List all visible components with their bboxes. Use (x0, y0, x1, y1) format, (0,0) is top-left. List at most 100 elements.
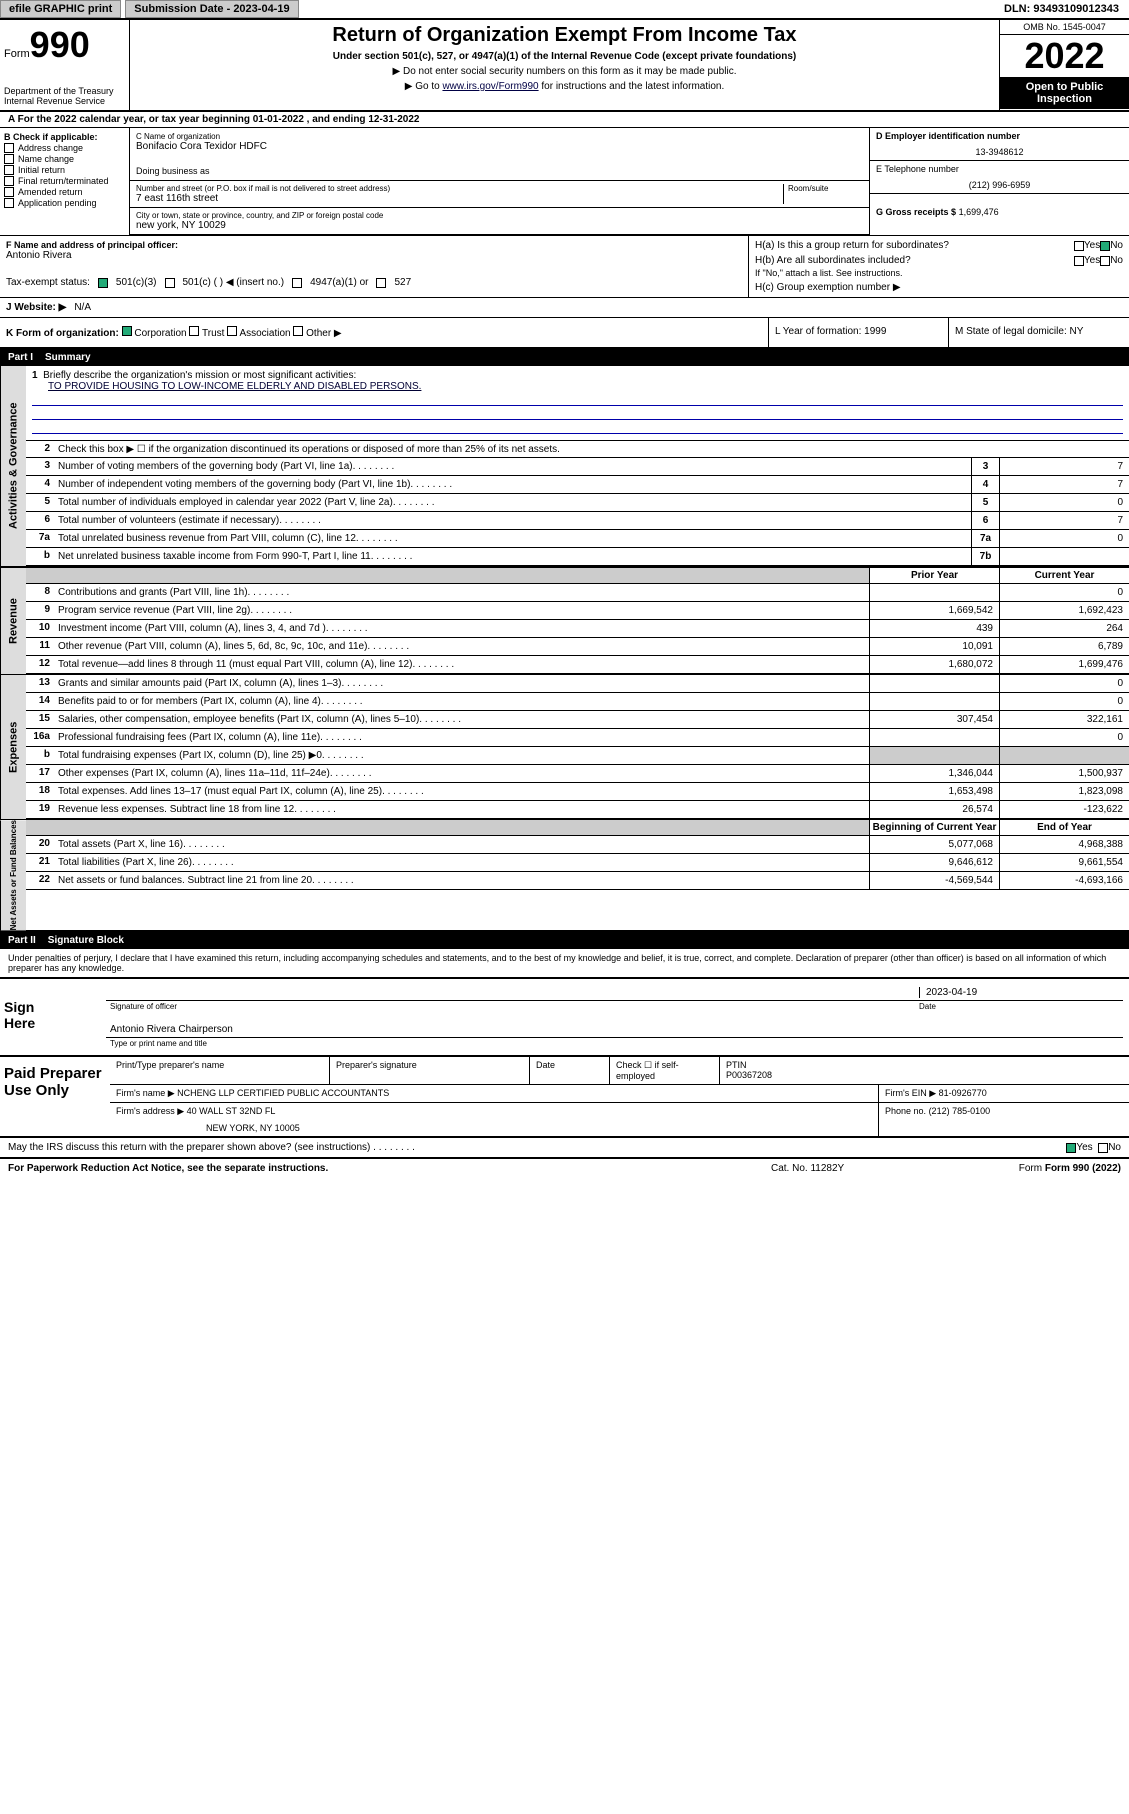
mission-text: TO PROVIDE HOUSING TO LOW-INCOME ELDERLY… (48, 381, 1123, 392)
line-text: Total liabilities (Part X, line 26) (54, 854, 869, 871)
street-label: Number and street (or P.O. box if mail i… (136, 184, 783, 193)
side-expenses: Expenses (0, 675, 26, 819)
discuss-row: May the IRS discuss this return with the… (0, 1138, 1129, 1159)
prior-value: 10,091 (869, 638, 999, 655)
prior-value: 1,669,542 (869, 602, 999, 619)
sig-name: Antonio Rivera Chairperson (110, 1024, 1119, 1035)
line-text: Number of voting members of the governin… (54, 458, 971, 475)
sig-officer-line[interactable] (110, 987, 919, 998)
prior-value: 307,454 (869, 711, 999, 728)
prior-value: 9,646,612 (869, 854, 999, 871)
check-4947[interactable] (292, 278, 302, 288)
form-label: Form (4, 48, 30, 60)
line-text: Grants and similar amounts paid (Part IX… (54, 675, 869, 692)
discuss-yes[interactable] (1066, 1143, 1076, 1153)
side-revenue: Revenue (0, 568, 26, 674)
line-number: 18 (26, 783, 54, 800)
discuss-text: May the IRS discuss this return with the… (8, 1142, 1066, 1153)
check-corp[interactable] (122, 326, 132, 336)
firm-addr1: 40 WALL ST 32ND FL (187, 1106, 276, 1116)
prior-value: 1,680,072 (869, 656, 999, 673)
line-number: 4 (26, 476, 54, 493)
hb-yes[interactable] (1074, 256, 1084, 266)
section-b-row: B Check if applicable: Address change Na… (0, 128, 1129, 236)
prior-value (869, 675, 999, 692)
line-text: Program service revenue (Part VIII, line… (54, 602, 869, 619)
table-row: 17Other expenses (Part IX, column (A), l… (26, 765, 1129, 783)
hb-no[interactable] (1100, 256, 1110, 266)
efile-button[interactable]: efile GRAPHIC print (0, 0, 121, 18)
ein-value: 13-3948612 (876, 147, 1123, 157)
check-address[interactable]: Address change (4, 143, 125, 153)
table-row: 16aProfessional fundraising fees (Part I… (26, 729, 1129, 747)
table-row: bTotal fundraising expenses (Part IX, co… (26, 747, 1129, 765)
check-initial[interactable]: Initial return (4, 165, 125, 175)
check-final[interactable]: Final return/terminated (4, 176, 125, 186)
current-value: 1,823,098 (999, 783, 1129, 800)
part2-label: Part II (8, 935, 36, 946)
line-number: 17 (26, 765, 54, 782)
line-text: Salaries, other compensation, employee b… (54, 711, 869, 728)
tax-exempt-label: Tax-exempt status: (6, 277, 90, 288)
form-title: Return of Organization Exempt From Incom… (134, 24, 995, 47)
check-other[interactable] (293, 326, 303, 336)
check-501c[interactable] (165, 278, 175, 288)
check-app[interactable]: Application pending (4, 198, 125, 208)
table-row: 22Net assets or fund balances. Subtract … (26, 872, 1129, 890)
submission-button[interactable]: Submission Date - 2023-04-19 (125, 0, 298, 18)
check-501c3[interactable] (98, 278, 108, 288)
table-row: 7aTotal unrelated business revenue from … (26, 530, 1129, 548)
ha-label: H(a) Is this a group return for subordin… (755, 240, 1074, 251)
table-row: 15Salaries, other compensation, employee… (26, 711, 1129, 729)
line-value: 7 (999, 458, 1129, 475)
check-amended[interactable]: Amended return (4, 187, 125, 197)
table-row: 21Total liabilities (Part X, line 26)9,6… (26, 854, 1129, 872)
city-value: new york, NY 10029 (136, 220, 863, 231)
spacer (303, 7, 1000, 11)
check-app-label: Application pending (18, 198, 97, 208)
line-number: 22 (26, 872, 54, 889)
line-value: 7 (999, 476, 1129, 493)
begin-year-header: Beginning of Current Year (869, 820, 999, 835)
trust-label: Trust (202, 328, 224, 339)
phone-value: (212) 996-6959 (876, 180, 1123, 190)
end-year-header: End of Year (999, 820, 1129, 835)
city-label: City or town, state or province, country… (136, 211, 863, 220)
check-assoc[interactable] (227, 326, 237, 336)
line-text: Investment income (Part VIII, column (A)… (54, 620, 869, 637)
prior-value (869, 747, 999, 764)
irs-link[interactable]: www.irs.gov/Form990 (442, 81, 538, 92)
officer-name: Antonio Rivera (6, 250, 742, 261)
ha-no[interactable] (1100, 241, 1110, 251)
ha-yes[interactable] (1074, 241, 1084, 251)
sig-officer-caption: Signature of officer (110, 1002, 919, 1011)
table-row: 10Investment income (Part VIII, column (… (26, 620, 1129, 638)
check-trust[interactable] (189, 326, 199, 336)
check-name[interactable]: Name change (4, 154, 125, 164)
f-label: F Name and address of principal officer: (6, 240, 742, 250)
ha-yes-label: Yes (1084, 240, 1100, 251)
line1-label: Briefly describe the organization's miss… (43, 370, 356, 381)
line-text: Total revenue—add lines 8 through 11 (mu… (54, 656, 869, 673)
row-f: F Name and address of principal officer:… (0, 236, 1129, 298)
table-row: 6Total number of volunteers (estimate if… (26, 512, 1129, 530)
current-value: 0 (999, 729, 1129, 746)
other-label: Other ▶ (306, 328, 341, 339)
governance-section: Activities & Governance 1 Briefly descri… (0, 366, 1129, 566)
firm-ein: 81-0926770 (939, 1088, 987, 1098)
table-row: 19Revenue less expenses. Subtract line 1… (26, 801, 1129, 819)
check-527[interactable] (376, 278, 386, 288)
table-row: 12Total revenue—add lines 8 through 11 (… (26, 656, 1129, 674)
ha-no-label: No (1110, 240, 1123, 251)
hb-label: H(b) Are all subordinates included? (755, 255, 1074, 266)
line-box: 5 (971, 494, 999, 511)
line-number: 16a (26, 729, 54, 746)
prior-value: 439 (869, 620, 999, 637)
line-text: Total assets (Part X, line 16) (54, 836, 869, 853)
table-row: 3Number of voting members of the governi… (26, 458, 1129, 476)
firm-addr-label: Firm's address ▶ (116, 1106, 184, 1116)
line-number: 12 (26, 656, 54, 673)
ptin-header: PTIN (726, 1060, 1123, 1070)
discuss-no[interactable] (1098, 1143, 1108, 1153)
room-label: Room/suite (783, 184, 863, 204)
